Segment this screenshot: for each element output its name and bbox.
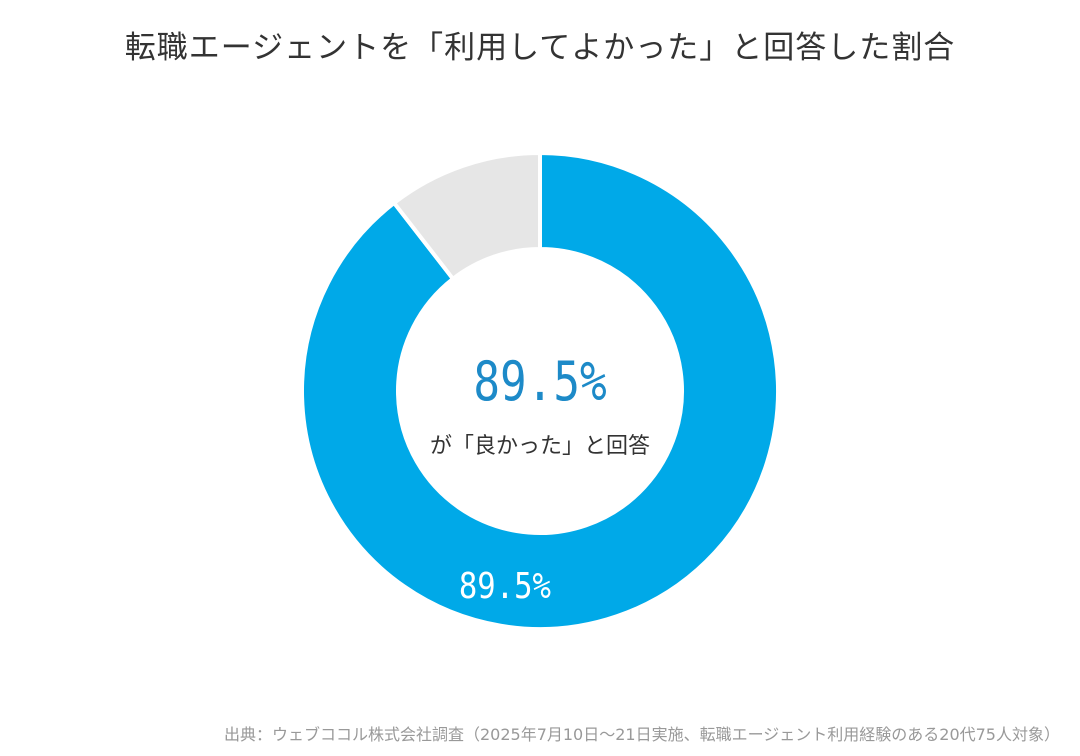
source-note: 出典：ウェブココル株式会社調査（2025年7月10日～21日実施、転職エージェン… [223,725,1060,744]
slice-data-label-1: 89.5% [459,565,551,607]
pie-slice-2 [391,150,542,282]
center-caption: が「良かった」と回答 [429,434,650,459]
chart-title: 転職エージェントを「利用してよかった」と回答した割合 [124,30,956,66]
pie-slice-1 [300,150,780,631]
center-value: 89.5% [473,350,607,413]
